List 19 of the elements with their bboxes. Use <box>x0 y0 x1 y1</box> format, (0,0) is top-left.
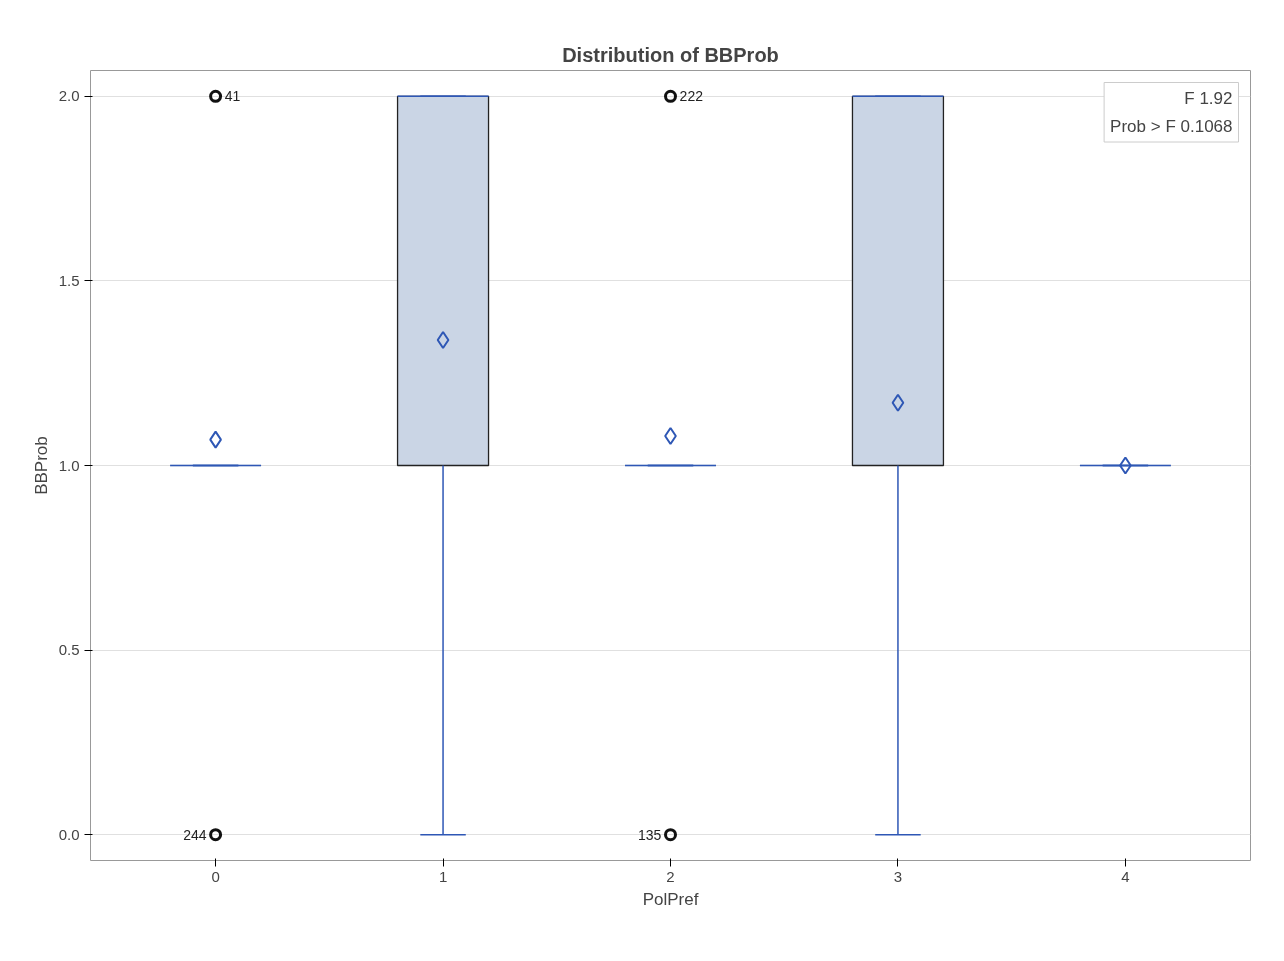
x-tick-label: 2 <box>666 867 675 885</box>
y-tick-label: 2.0 <box>58 87 80 105</box>
x-tick-label: 0 <box>211 867 220 885</box>
annotation: F 1.92 <box>1184 88 1233 108</box>
y-tick-label: 1.0 <box>58 456 80 474</box>
annotation: 244 <box>183 826 207 843</box>
annotation: Prob > F 0.1068 <box>1110 117 1233 136</box>
y-tick-label: 0.0 <box>58 825 80 843</box>
y-axis-title: BBProb <box>31 436 51 495</box>
y-tick-label: 1.5 <box>58 271 80 289</box>
x-axis-title: PolPref <box>642 889 699 909</box>
x-tick-label: 1 <box>438 867 448 885</box>
x-tick-label: 3 <box>893 867 903 885</box>
annotation: 135 <box>638 826 662 843</box>
chart-title: Distribution of BBProb <box>562 43 779 66</box>
x-tick-label: 4 <box>1121 867 1130 885</box>
annotation: 222 <box>679 88 704 105</box>
y-tick-label: 0.5 <box>58 641 80 659</box>
annotation: 41 <box>224 88 241 105</box>
